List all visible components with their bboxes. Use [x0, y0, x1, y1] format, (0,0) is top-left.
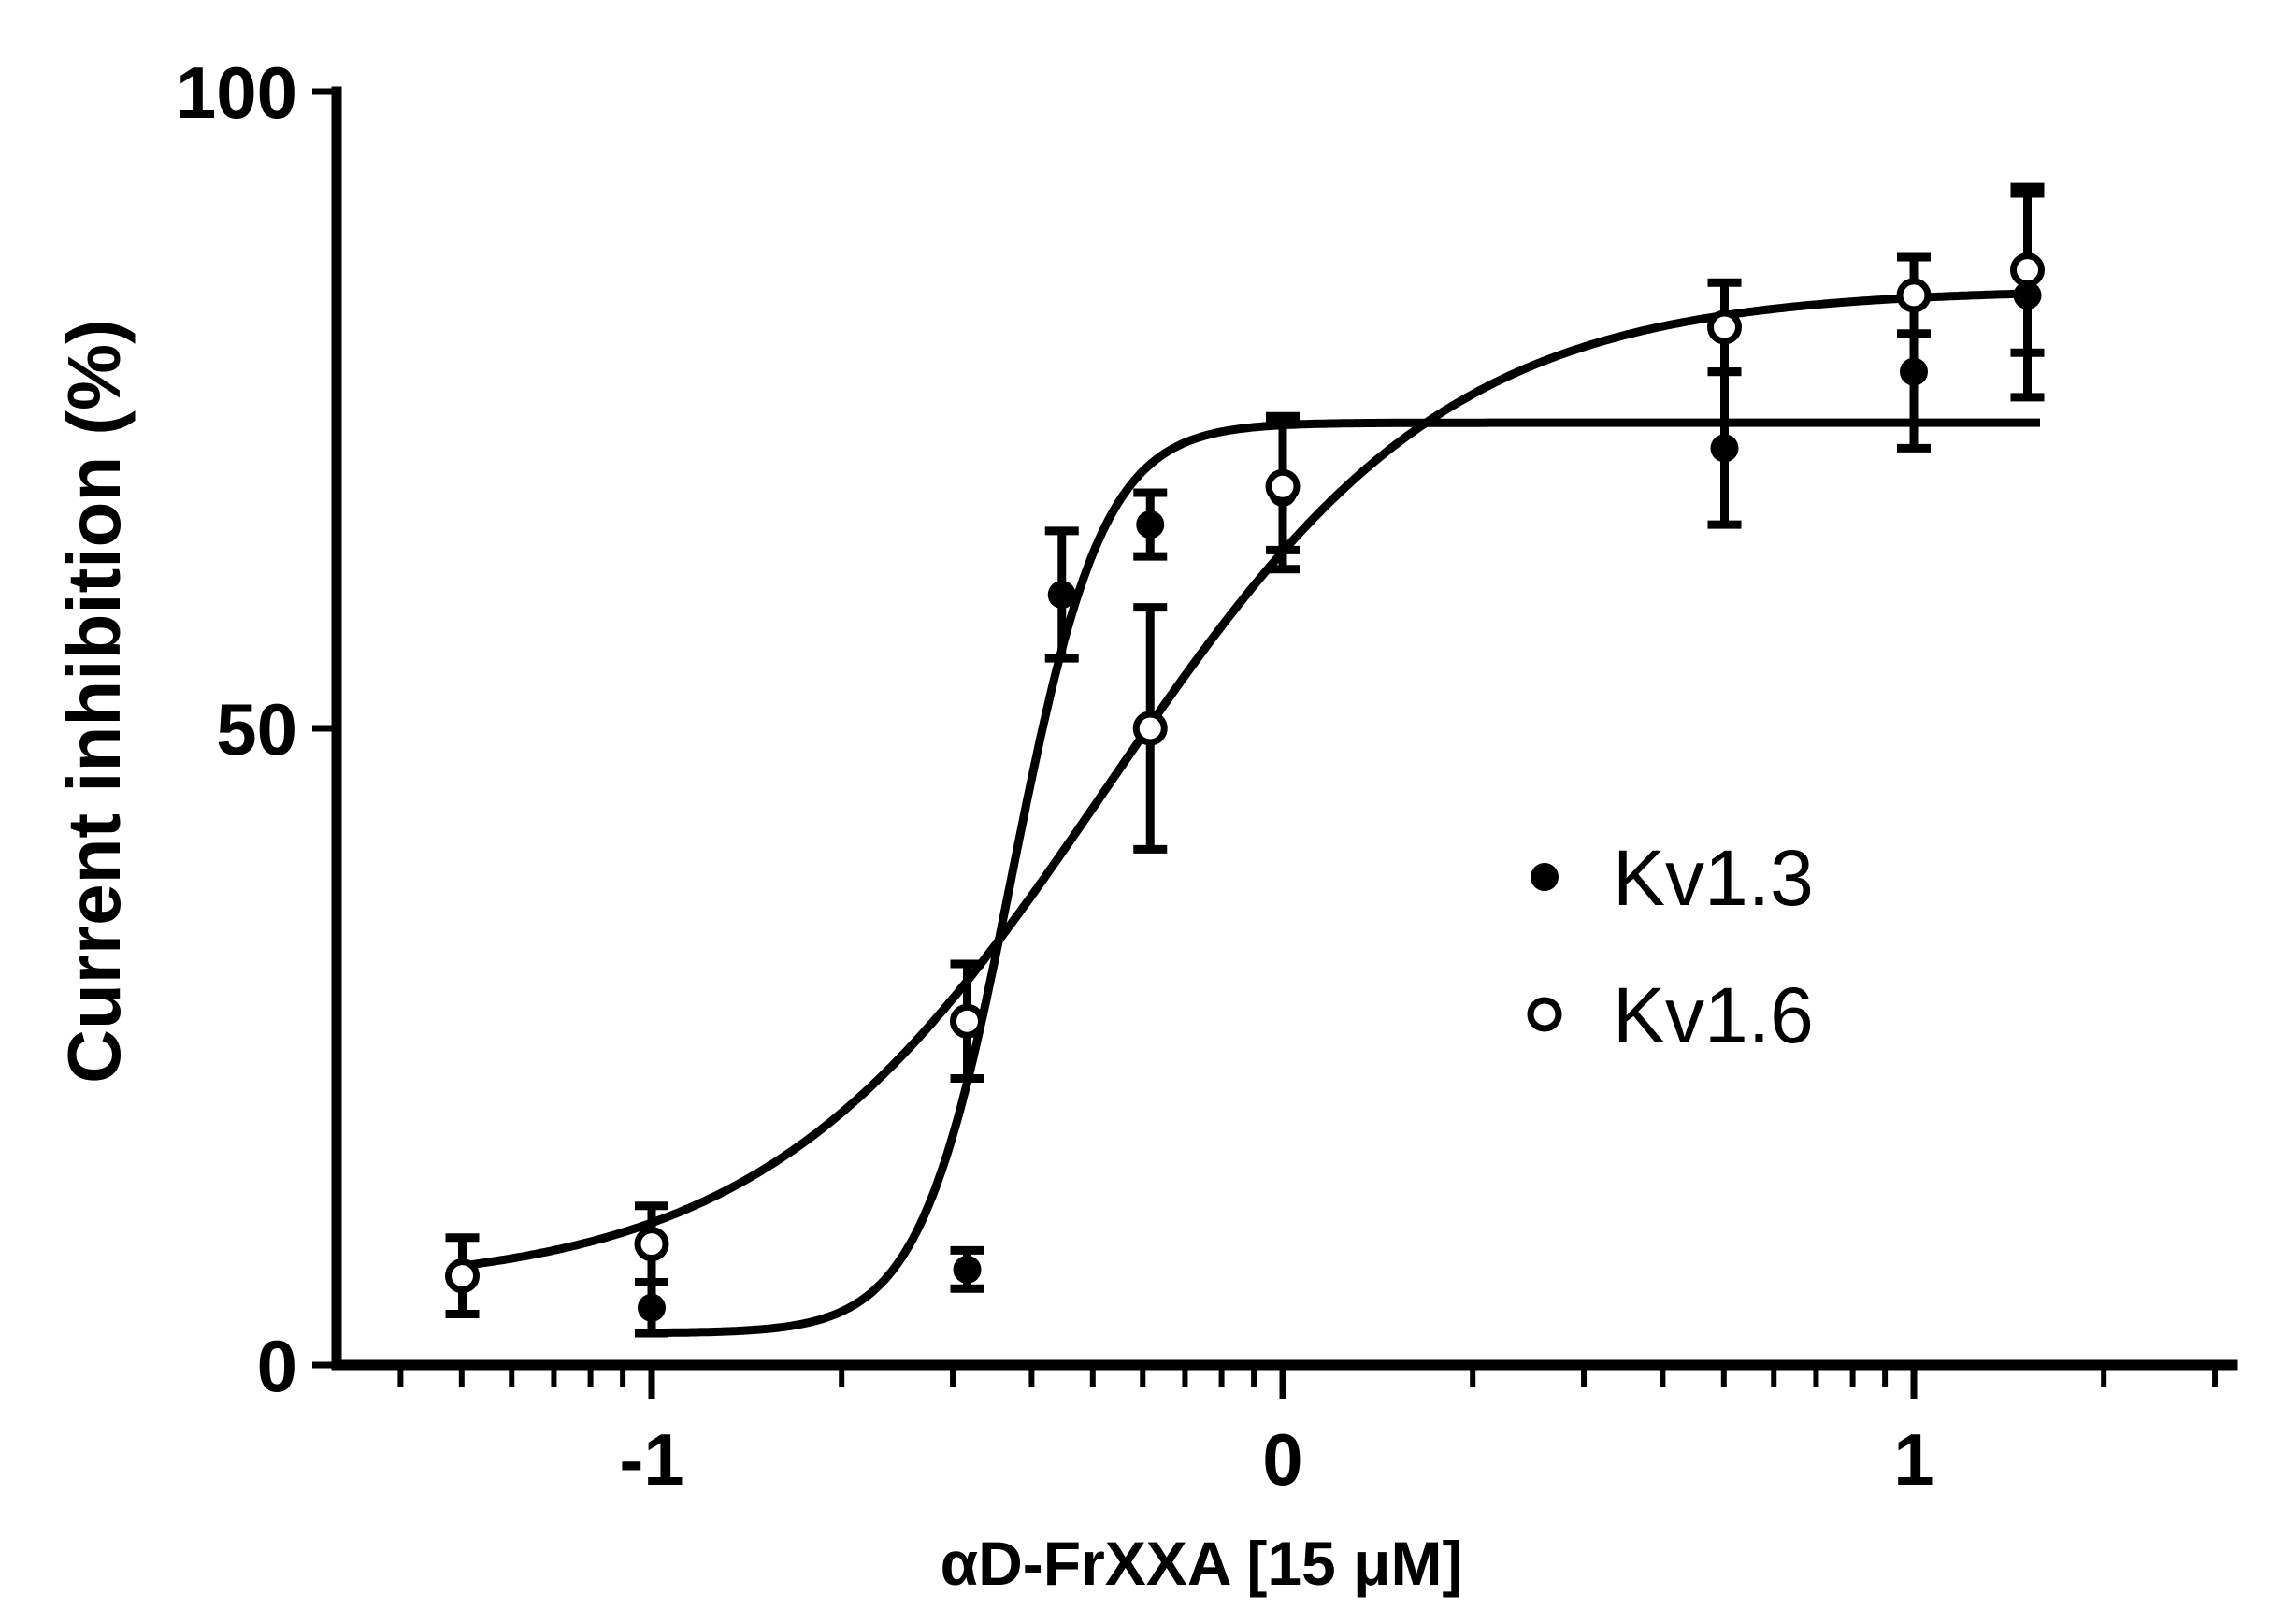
legend-marker-filled-circle-icon [1531, 863, 1559, 891]
x-tick-label: 1 [1893, 1418, 1933, 1501]
data-point-kv16 [2010, 252, 2045, 288]
x-axis-title: αD-FrXXA [15 μM] [941, 1529, 1463, 1598]
data-point-kv16 [445, 1258, 480, 1294]
y-tick-label: 0 [257, 1325, 297, 1407]
data-point-kv13 [1136, 510, 1165, 539]
data-point-kv16 [1265, 468, 1301, 504]
x-tick-label: 0 [1262, 1418, 1302, 1501]
y-axis-title: Current inhibition (%) [52, 319, 136, 1084]
data-point-kv16 [1132, 711, 1168, 746]
tick-labels: 0 50 100 -1 0 1 [176, 51, 1934, 1501]
x-tick-label: -1 [619, 1418, 683, 1501]
data-point-kv16 [634, 1227, 669, 1262]
data-point-kv13 [1900, 357, 1928, 386]
data-point-kv16 [1896, 278, 1932, 313]
ticks [312, 88, 2219, 1399]
legend-item-kv13: Kv1.3 [1531, 834, 1814, 922]
fit-curve-kv16 [461, 289, 2041, 1271]
data-point-kv13 [953, 1255, 982, 1284]
y-tick-label: 100 [176, 51, 297, 134]
fit-curve-kv13 [652, 418, 2040, 1338]
fit-curves [461, 289, 2041, 1338]
legend: Kv1.3 Kv1.6 [1527, 834, 1814, 1059]
data-point-kv16 [1707, 309, 1742, 345]
y-tick-label: 50 [216, 688, 297, 770]
data-point-kv13 [1710, 434, 1739, 463]
legend-item-kv16: Kv1.6 [1527, 971, 1814, 1059]
error-bars [445, 182, 2045, 1338]
data-point-kv13 [1047, 580, 1076, 609]
data-points [445, 252, 2045, 1322]
data-point-kv13 [638, 1293, 666, 1322]
legend-marker-open-circle-icon [1527, 997, 1562, 1032]
data-point-kv13 [2013, 280, 2042, 309]
legend-label-kv13: Kv1.3 [1613, 834, 1814, 922]
data-point-kv16 [950, 1003, 984, 1039]
axes [331, 86, 2238, 1371]
legend-label-kv16: Kv1.6 [1613, 971, 1814, 1059]
